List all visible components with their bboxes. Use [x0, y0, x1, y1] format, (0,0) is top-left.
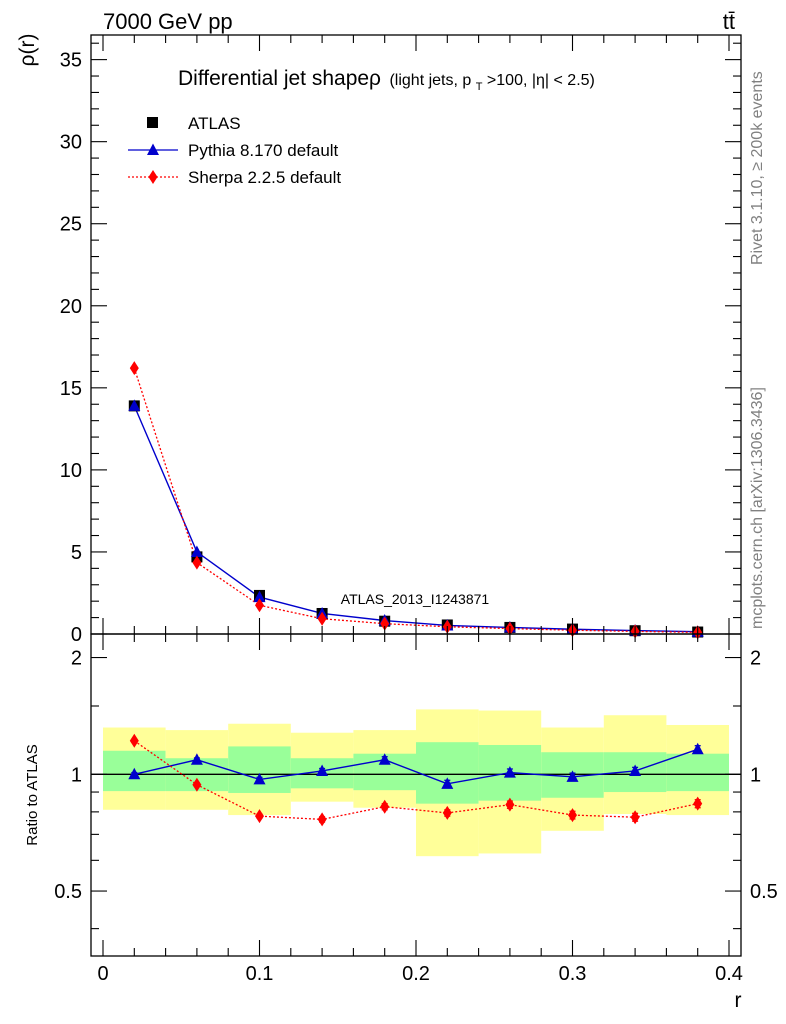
- pythia-ratio-point: [441, 777, 454, 789]
- legend: ATLAS Pythia 8.170 default Sherpa 2.2.5 …: [128, 114, 341, 187]
- main-y-axis-label: ρ(r): [16, 34, 39, 67]
- sherpa-ratio-point: [630, 810, 640, 825]
- ratio-y-tick-label-left: 2: [71, 648, 82, 670]
- ratio-y-tick-label-right: 1: [750, 764, 761, 786]
- sherpa-ratio-point: [505, 797, 515, 812]
- rivet-version-label: Rivet 3.1.10, ≥ 200k events: [749, 71, 766, 265]
- main-y-tick-label: 35: [60, 50, 82, 72]
- pythia-ratio-point: [691, 742, 704, 755]
- sherpa-point: [380, 616, 390, 631]
- sherpa-point: [192, 555, 202, 570]
- legend-pythia-label: Pythia 8.170 default: [188, 141, 339, 160]
- legend-atlas-label: ATLAS: [188, 114, 241, 133]
- pythia-ratio-point: [566, 770, 579, 782]
- mcplots-label: mcplots.cern.ch [arXiv:1306.3436]: [749, 387, 766, 629]
- ratio-y-tick-label-right: 2: [750, 648, 761, 670]
- x-tick-label: 0.1: [246, 963, 274, 985]
- main-y-tick-label: 30: [60, 132, 82, 154]
- main-y-tick-label: 20: [60, 296, 82, 318]
- pythia-point: [190, 545, 203, 557]
- pythia-ratio-point: [128, 767, 141, 780]
- title-subscript: T: [476, 81, 483, 93]
- x-tick-label: 0.3: [559, 963, 587, 985]
- title-main: Differential jet shapeρ: [178, 67, 381, 90]
- ratio-ticks-layer: 0.5 0.5 1 1 2 2 0 0.1 0.2 0.3 0.4: [54, 634, 778, 985]
- sherpa-ratio-point: [693, 796, 703, 811]
- sherpa-ratio-point: [380, 799, 390, 814]
- pythia-ratio-point: [190, 753, 203, 765]
- sherpa-ratio-point: [442, 805, 452, 820]
- x-tick-label: 0: [97, 963, 108, 985]
- sherpa-ratio-point: [317, 812, 327, 827]
- ratio-y-axis-label: Ratio to ATLAS: [24, 744, 41, 845]
- x-axis-label: r: [735, 989, 742, 1012]
- ratio-plot-frame: [90, 633, 742, 957]
- sherpa-point: [317, 611, 327, 626]
- process-label: tt̄: [723, 9, 735, 34]
- ratio-y-tick-label-right: 0.5: [750, 881, 778, 903]
- pythia-ratio-point: [316, 764, 329, 776]
- analysis-watermark: ATLAS_2013_I1243871: [341, 591, 490, 607]
- legend-sherpa-label: Sherpa 2.2.5 default: [188, 168, 341, 187]
- main-y-tick-label: 10: [60, 460, 82, 482]
- sherpa-ratio-point: [568, 808, 577, 823]
- sherpa-ratio-point: [255, 809, 264, 824]
- main-y-tick-label: 0: [71, 624, 82, 646]
- title-detail: (light jets, p: [389, 72, 471, 89]
- main-y-tick-label: 15: [60, 378, 82, 400]
- sherpa-point: [255, 598, 264, 613]
- pythia-ratio-point: [253, 772, 266, 785]
- main-ticks-layer: 0 5 10 15 20 25 30 35: [60, 35, 741, 646]
- pythia-ratio-point: [378, 753, 391, 765]
- x-tick-label: 0.4: [715, 963, 743, 985]
- ratio-series-layer: [128, 733, 704, 827]
- ratio-panel: 0.5 0.5 1 1 2 2 0 0.1 0.2 0.3 0.4 Ratio to ATLAS r: [24, 633, 778, 1012]
- energy-label: 7000 GeV pp: [103, 9, 233, 34]
- sherpa-ratio-line: [133, 740, 698, 821]
- ratio-inner-band: [228, 746, 291, 793]
- main-panel: 0 5 10 15 20 25 30 35 ρ(r) 7000 GeV pp tt̄ Diff…: [16, 9, 742, 646]
- ratio-inner-band: [666, 753, 729, 792]
- sherpa-ratio-point: [129, 733, 139, 748]
- ratio-inner-band: [416, 742, 479, 804]
- ratio-y-tick-label-left: 1: [71, 764, 82, 786]
- legend-atlas-marker: [147, 117, 158, 128]
- sherpa-ratio-point: [192, 777, 202, 792]
- main-title: Differential jet shapeρ (light jets, p T…: [178, 67, 595, 94]
- pythia-point: [253, 590, 266, 603]
- pythia-ratio-line: [134, 748, 698, 785]
- legend-pythia-marker: [147, 143, 159, 155]
- ratio-y-tick-label-left: 0.5: [54, 881, 82, 903]
- pythia-ratio-point: [503, 766, 516, 778]
- pythia-point: [128, 399, 141, 411]
- title-rest: >100, |η| < 2.5): [487, 72, 595, 89]
- sherpa-point: [129, 361, 139, 376]
- legend-sherpa-marker: [148, 170, 158, 184]
- main-y-tick-label: 25: [60, 214, 82, 236]
- x-tick-label: 0.2: [402, 963, 430, 985]
- pythia-ratio-point: [629, 764, 642, 776]
- main-y-tick-label: 5: [71, 542, 82, 564]
